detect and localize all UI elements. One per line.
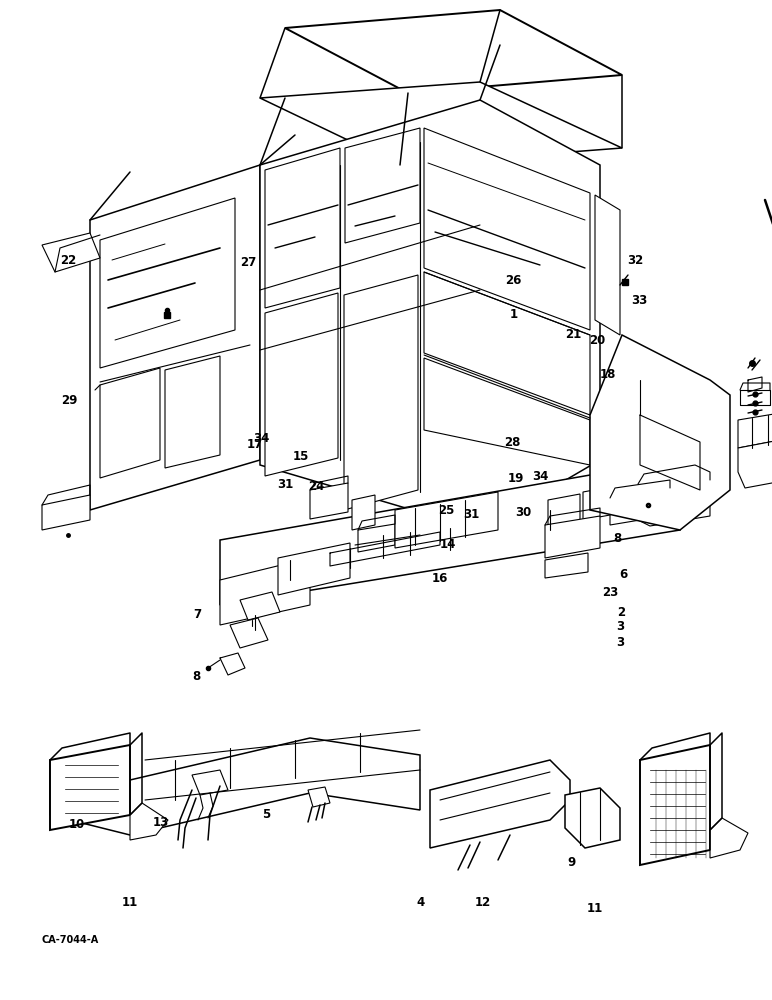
Text: 3: 3 bbox=[616, 636, 624, 648]
Polygon shape bbox=[352, 495, 375, 530]
Text: 8: 8 bbox=[614, 532, 621, 545]
Polygon shape bbox=[345, 128, 420, 243]
Text: 11: 11 bbox=[586, 902, 603, 914]
Text: 13: 13 bbox=[152, 816, 169, 829]
Polygon shape bbox=[265, 293, 338, 476]
Text: CA-7044-A: CA-7044-A bbox=[42, 935, 100, 945]
Text: 24: 24 bbox=[308, 481, 325, 493]
Polygon shape bbox=[610, 488, 670, 525]
Text: 23: 23 bbox=[601, 586, 618, 598]
Polygon shape bbox=[583, 487, 610, 520]
Polygon shape bbox=[265, 148, 340, 308]
Text: 12: 12 bbox=[474, 896, 491, 908]
Text: 34: 34 bbox=[252, 432, 269, 444]
Polygon shape bbox=[710, 818, 748, 858]
Polygon shape bbox=[638, 474, 710, 526]
Polygon shape bbox=[42, 495, 90, 530]
Polygon shape bbox=[220, 558, 310, 625]
Text: 25: 25 bbox=[438, 504, 455, 516]
Text: 20: 20 bbox=[588, 334, 605, 347]
Polygon shape bbox=[548, 494, 580, 532]
Polygon shape bbox=[220, 468, 680, 605]
Text: 6: 6 bbox=[620, 568, 628, 582]
Polygon shape bbox=[165, 356, 220, 468]
Polygon shape bbox=[260, 82, 622, 165]
Text: 3: 3 bbox=[616, 620, 624, 634]
Text: 27: 27 bbox=[240, 255, 257, 268]
Polygon shape bbox=[424, 272, 590, 415]
Polygon shape bbox=[344, 275, 418, 510]
Polygon shape bbox=[308, 787, 330, 807]
Polygon shape bbox=[240, 592, 280, 620]
Polygon shape bbox=[738, 413, 772, 448]
Polygon shape bbox=[192, 770, 228, 795]
Polygon shape bbox=[424, 358, 590, 465]
Polygon shape bbox=[50, 738, 420, 835]
Text: 22: 22 bbox=[59, 253, 76, 266]
Text: 7: 7 bbox=[193, 608, 201, 621]
Polygon shape bbox=[430, 760, 570, 848]
Text: 2: 2 bbox=[618, 605, 625, 618]
Text: 10: 10 bbox=[69, 818, 86, 832]
Polygon shape bbox=[545, 553, 588, 578]
Polygon shape bbox=[285, 10, 622, 93]
Text: 5: 5 bbox=[262, 808, 270, 822]
Text: 33: 33 bbox=[631, 294, 648, 306]
Polygon shape bbox=[358, 524, 395, 552]
Text: 30: 30 bbox=[515, 506, 532, 518]
Text: 8: 8 bbox=[193, 670, 201, 684]
Polygon shape bbox=[260, 100, 600, 530]
Polygon shape bbox=[50, 745, 130, 830]
Text: 29: 29 bbox=[61, 393, 78, 406]
Polygon shape bbox=[640, 745, 710, 865]
Text: 34: 34 bbox=[532, 470, 549, 483]
Text: 21: 21 bbox=[564, 328, 581, 340]
Polygon shape bbox=[278, 543, 350, 595]
Polygon shape bbox=[395, 492, 498, 548]
Polygon shape bbox=[130, 803, 168, 840]
Polygon shape bbox=[100, 198, 235, 368]
Text: 31: 31 bbox=[462, 508, 479, 522]
Text: 14: 14 bbox=[439, 538, 456, 551]
Text: 1: 1 bbox=[510, 308, 517, 322]
Polygon shape bbox=[565, 788, 620, 848]
Text: 26: 26 bbox=[505, 273, 522, 286]
Polygon shape bbox=[545, 516, 600, 558]
Polygon shape bbox=[90, 165, 260, 510]
Polygon shape bbox=[310, 483, 348, 519]
Polygon shape bbox=[590, 335, 730, 530]
Text: 17: 17 bbox=[246, 438, 263, 452]
Polygon shape bbox=[230, 618, 268, 648]
Text: 18: 18 bbox=[600, 367, 617, 380]
Text: 4: 4 bbox=[417, 896, 425, 908]
Polygon shape bbox=[424, 128, 590, 330]
Text: 28: 28 bbox=[504, 436, 521, 448]
Polygon shape bbox=[42, 233, 100, 272]
Text: 19: 19 bbox=[507, 472, 524, 485]
Text: 15: 15 bbox=[293, 450, 310, 464]
Text: 16: 16 bbox=[432, 572, 449, 585]
Text: 9: 9 bbox=[567, 856, 575, 868]
Polygon shape bbox=[100, 368, 160, 478]
Polygon shape bbox=[595, 195, 620, 335]
Polygon shape bbox=[738, 440, 772, 488]
Text: 11: 11 bbox=[121, 896, 138, 908]
Text: 31: 31 bbox=[277, 479, 294, 491]
Text: 32: 32 bbox=[627, 253, 644, 266]
